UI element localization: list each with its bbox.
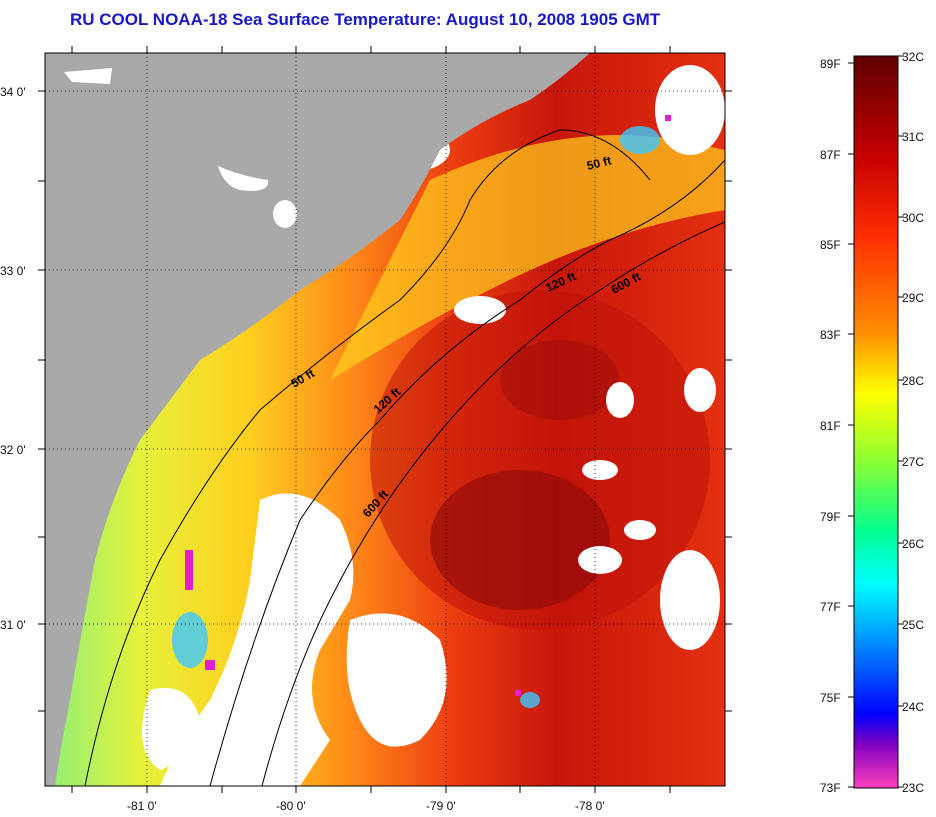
graticule <box>45 53 725 786</box>
map-title: RU COOL NOAA-18 Sea Surface Temperature:… <box>70 10 661 29</box>
lat-label-31: 31 0' <box>0 618 26 632</box>
lon-label-79: -79 0' <box>426 799 456 813</box>
scale-f-83: 83F <box>820 328 841 342</box>
scale-f-79: 79F <box>820 510 841 524</box>
hot-spot <box>430 470 610 610</box>
scale-f-87: 87F <box>820 148 841 162</box>
lon-label-78: -78 0' <box>575 799 605 813</box>
scale-c-27: 27C <box>902 455 924 469</box>
lat-label-34: 34 0' <box>0 85 26 99</box>
scale-f-89: 89F <box>820 57 841 71</box>
scale-c-29: 29C <box>902 291 924 305</box>
nearshore-warm-band <box>330 135 725 380</box>
scale-c-23: 23C <box>902 781 924 795</box>
map-frame <box>44 52 726 787</box>
scale-c-32: 32C <box>902 50 924 64</box>
scale-f-81: 81F <box>820 419 841 433</box>
color-scale-bar <box>853 55 899 789</box>
scale-c-24: 24C <box>902 700 924 714</box>
scale-c-30: 30C <box>902 211 924 225</box>
cool-specks <box>185 115 671 696</box>
hot-spot-north <box>500 340 620 420</box>
scale-f-77: 77F <box>820 600 841 614</box>
scale-c-31: 31C <box>902 130 924 144</box>
scale-c-28: 28C <box>902 374 924 388</box>
cloud-mask <box>142 65 725 786</box>
lon-label-80: -80 0' <box>276 799 306 813</box>
scale-c-26: 26C <box>902 537 924 551</box>
land-mass <box>45 53 590 786</box>
scale-f-73: 73F <box>820 781 841 795</box>
lat-label-32: 32 0' <box>0 443 26 457</box>
cool-patches <box>172 126 660 708</box>
lat-label-33: 33 0' <box>0 264 26 278</box>
scale-c-25: 25C <box>902 618 924 632</box>
lakes <box>64 68 297 228</box>
scale-f-85: 85F <box>820 238 841 252</box>
color-scale-ticks <box>848 55 904 788</box>
isobath-contours <box>84 129 725 786</box>
lon-label-81: -81 0' <box>127 799 157 813</box>
isobath-label-50ft-north: 50 ft <box>585 153 612 173</box>
scale-f-75: 75F <box>820 691 841 705</box>
axis-ticks <box>38 46 732 793</box>
